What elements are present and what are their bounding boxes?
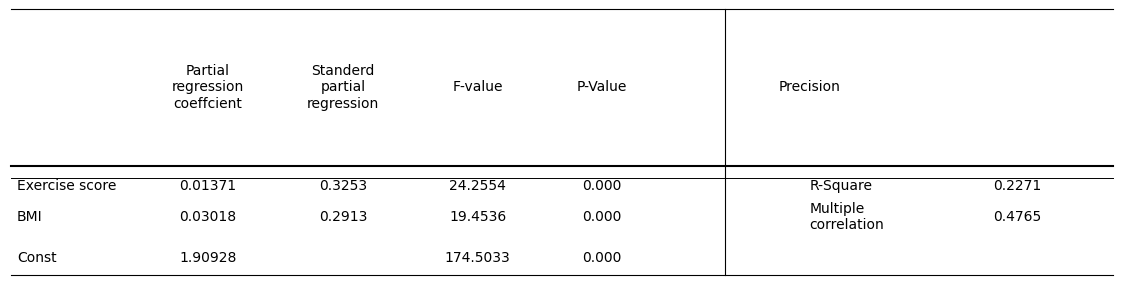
Text: 0.000: 0.000 [581, 179, 622, 193]
Text: 0.000: 0.000 [581, 210, 622, 224]
Text: F-value: F-value [453, 80, 502, 94]
Text: 0.4765: 0.4765 [994, 210, 1041, 224]
Text: 0.000: 0.000 [581, 251, 622, 266]
Text: 0.01371: 0.01371 [180, 179, 236, 193]
Text: Const: Const [17, 251, 56, 266]
Text: Precision: Precision [778, 80, 841, 94]
Text: 0.3253: 0.3253 [319, 179, 366, 193]
Text: BMI: BMI [17, 210, 43, 224]
Text: Exercise score: Exercise score [17, 179, 116, 193]
Text: Standerd
partial
regression: Standerd partial regression [307, 64, 379, 110]
Text: 0.03018: 0.03018 [180, 210, 236, 224]
Text: 24.2554: 24.2554 [450, 179, 506, 193]
Text: 0.2271: 0.2271 [994, 179, 1041, 193]
Text: P-Value: P-Value [577, 80, 626, 94]
Text: 174.5033: 174.5033 [445, 251, 510, 266]
Text: 19.4536: 19.4536 [450, 210, 506, 224]
Text: Multiple
correlation: Multiple correlation [809, 202, 885, 232]
Text: R-Square: R-Square [809, 179, 872, 193]
Text: 0.2913: 0.2913 [318, 210, 368, 224]
Text: 1.90928: 1.90928 [179, 251, 237, 266]
Text: Partial
regression
coeffcient: Partial regression coeffcient [172, 64, 244, 110]
